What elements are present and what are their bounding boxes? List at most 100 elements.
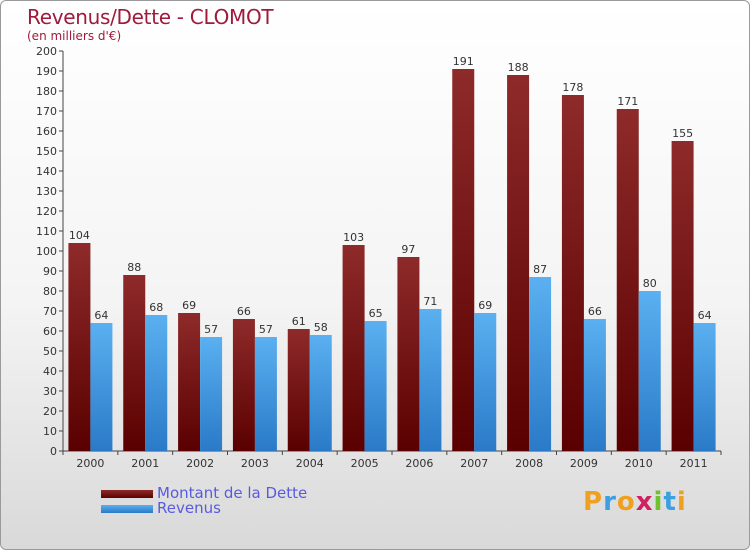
debt-data-label: 66 (237, 305, 251, 318)
y-tick-label: 130 (36, 185, 57, 198)
x-tick-label: 2001 (131, 457, 159, 470)
debt-data-label: 88 (127, 261, 141, 274)
y-tick-label: 150 (36, 145, 57, 158)
y-tick-label: 110 (36, 225, 57, 238)
revenue-data-label: 57 (259, 323, 273, 336)
debt-data-label: 97 (401, 243, 415, 256)
debt-data-label: 104 (69, 229, 90, 242)
x-tick-label: 2002 (186, 457, 214, 470)
legend-swatch-debt (101, 489, 153, 498)
revenue-data-label: 68 (149, 301, 163, 314)
debt-bar (232, 319, 255, 451)
y-tick-label: 0 (50, 445, 57, 458)
y-tick-label: 20 (43, 405, 57, 418)
x-tick-label: 2010 (625, 457, 653, 470)
revenue-bar (145, 315, 168, 451)
debt-data-label: 69 (182, 299, 196, 312)
logo-letter: r (603, 487, 617, 517)
revenue-bar (638, 291, 661, 451)
revenue-data-label: 64 (698, 309, 712, 322)
revenue-bar (309, 335, 332, 451)
debt-data-label: 61 (292, 315, 306, 328)
y-tick-label: 90 (43, 265, 57, 278)
y-tick-label: 40 (43, 365, 57, 378)
revenue-data-label: 87 (533, 263, 547, 276)
debt-bar (123, 275, 146, 451)
x-tick-label: 2011 (680, 457, 708, 470)
x-tick-label: 2008 (515, 457, 543, 470)
y-tick-label: 190 (36, 65, 57, 78)
revenue-data-label: 64 (94, 309, 108, 322)
debt-data-label: 155 (672, 127, 693, 140)
revenue-data-label: 66 (588, 305, 602, 318)
x-tick-label: 2000 (76, 457, 104, 470)
y-tick-label: 10 (43, 425, 57, 438)
revenue-data-label: 65 (369, 307, 383, 320)
debt-bar (452, 69, 475, 451)
y-tick-label: 160 (36, 125, 57, 138)
debt-data-label: 191 (453, 55, 474, 68)
chart-subtitle: (en milliers d'€) (27, 29, 122, 43)
y-tick-label: 140 (36, 165, 57, 178)
legend-item-debt: Montant de la Dette (101, 486, 307, 501)
y-tick-label: 70 (43, 305, 57, 318)
debt-bar (671, 141, 694, 451)
legend-label-debt: Montant de la Dette (157, 484, 308, 502)
logo-letter: o (616, 487, 636, 517)
revenue-bar (90, 323, 113, 451)
x-tick-label: 2009 (570, 457, 598, 470)
x-tick-label: 2007 (460, 457, 488, 470)
revenue-bar (693, 323, 716, 451)
debt-bar (616, 109, 639, 451)
y-tick-label: 80 (43, 285, 57, 298)
chart-title: Revenus/Dette - CLOMOT (27, 5, 274, 29)
chart-legend: Montant de la Dette Revenus (101, 486, 307, 516)
debt-data-label: 103 (343, 231, 364, 244)
logo-letter: P (583, 487, 604, 517)
debt-bar (68, 243, 91, 451)
revenue-bar (200, 337, 223, 451)
logo-letter: i (653, 487, 664, 517)
revenue-bar (474, 313, 497, 451)
revenue-bar (583, 319, 606, 451)
revenue-bar (364, 321, 387, 451)
x-tick-label: 2005 (351, 457, 379, 470)
logo-letter: x (635, 487, 654, 517)
debt-data-label: 171 (617, 95, 638, 108)
logo-letter: i (676, 487, 687, 517)
revenue-bar (419, 309, 442, 451)
debt-bar (507, 75, 530, 451)
revenue-data-label: 57 (204, 323, 218, 336)
legend-label-revenue: Revenus (157, 499, 221, 517)
debt-bar (342, 245, 365, 451)
legend-item-revenue: Revenus (101, 501, 307, 516)
revenue-bar (254, 337, 277, 451)
revenue-data-label: 80 (643, 277, 657, 290)
y-tick-label: 120 (36, 205, 57, 218)
revenue-bar (529, 277, 552, 451)
revenue-data-label: 58 (314, 321, 328, 334)
y-tick-label: 30 (43, 385, 57, 398)
debt-bar (178, 313, 201, 451)
legend-swatch-revenue (101, 504, 153, 513)
debt-data-label: 178 (562, 81, 583, 94)
revenue-data-label: 69 (478, 299, 492, 312)
logo-letter: t (663, 487, 677, 517)
y-tick-label: 180 (36, 85, 57, 98)
y-tick-label: 60 (43, 325, 57, 338)
proxiti-logo: Proxiti (583, 487, 687, 517)
debt-bar (397, 257, 420, 451)
debt-data-label: 188 (508, 61, 529, 74)
y-tick-label: 100 (36, 245, 57, 258)
debt-bar (561, 95, 584, 451)
y-tick-label: 200 (36, 45, 57, 58)
x-tick-label: 2003 (241, 457, 269, 470)
debt-bar (287, 329, 310, 451)
x-tick-label: 2004 (296, 457, 324, 470)
revenue-data-label: 71 (423, 295, 437, 308)
y-tick-label: 170 (36, 105, 57, 118)
y-tick-label: 50 (43, 345, 57, 358)
x-tick-label: 2006 (405, 457, 433, 470)
